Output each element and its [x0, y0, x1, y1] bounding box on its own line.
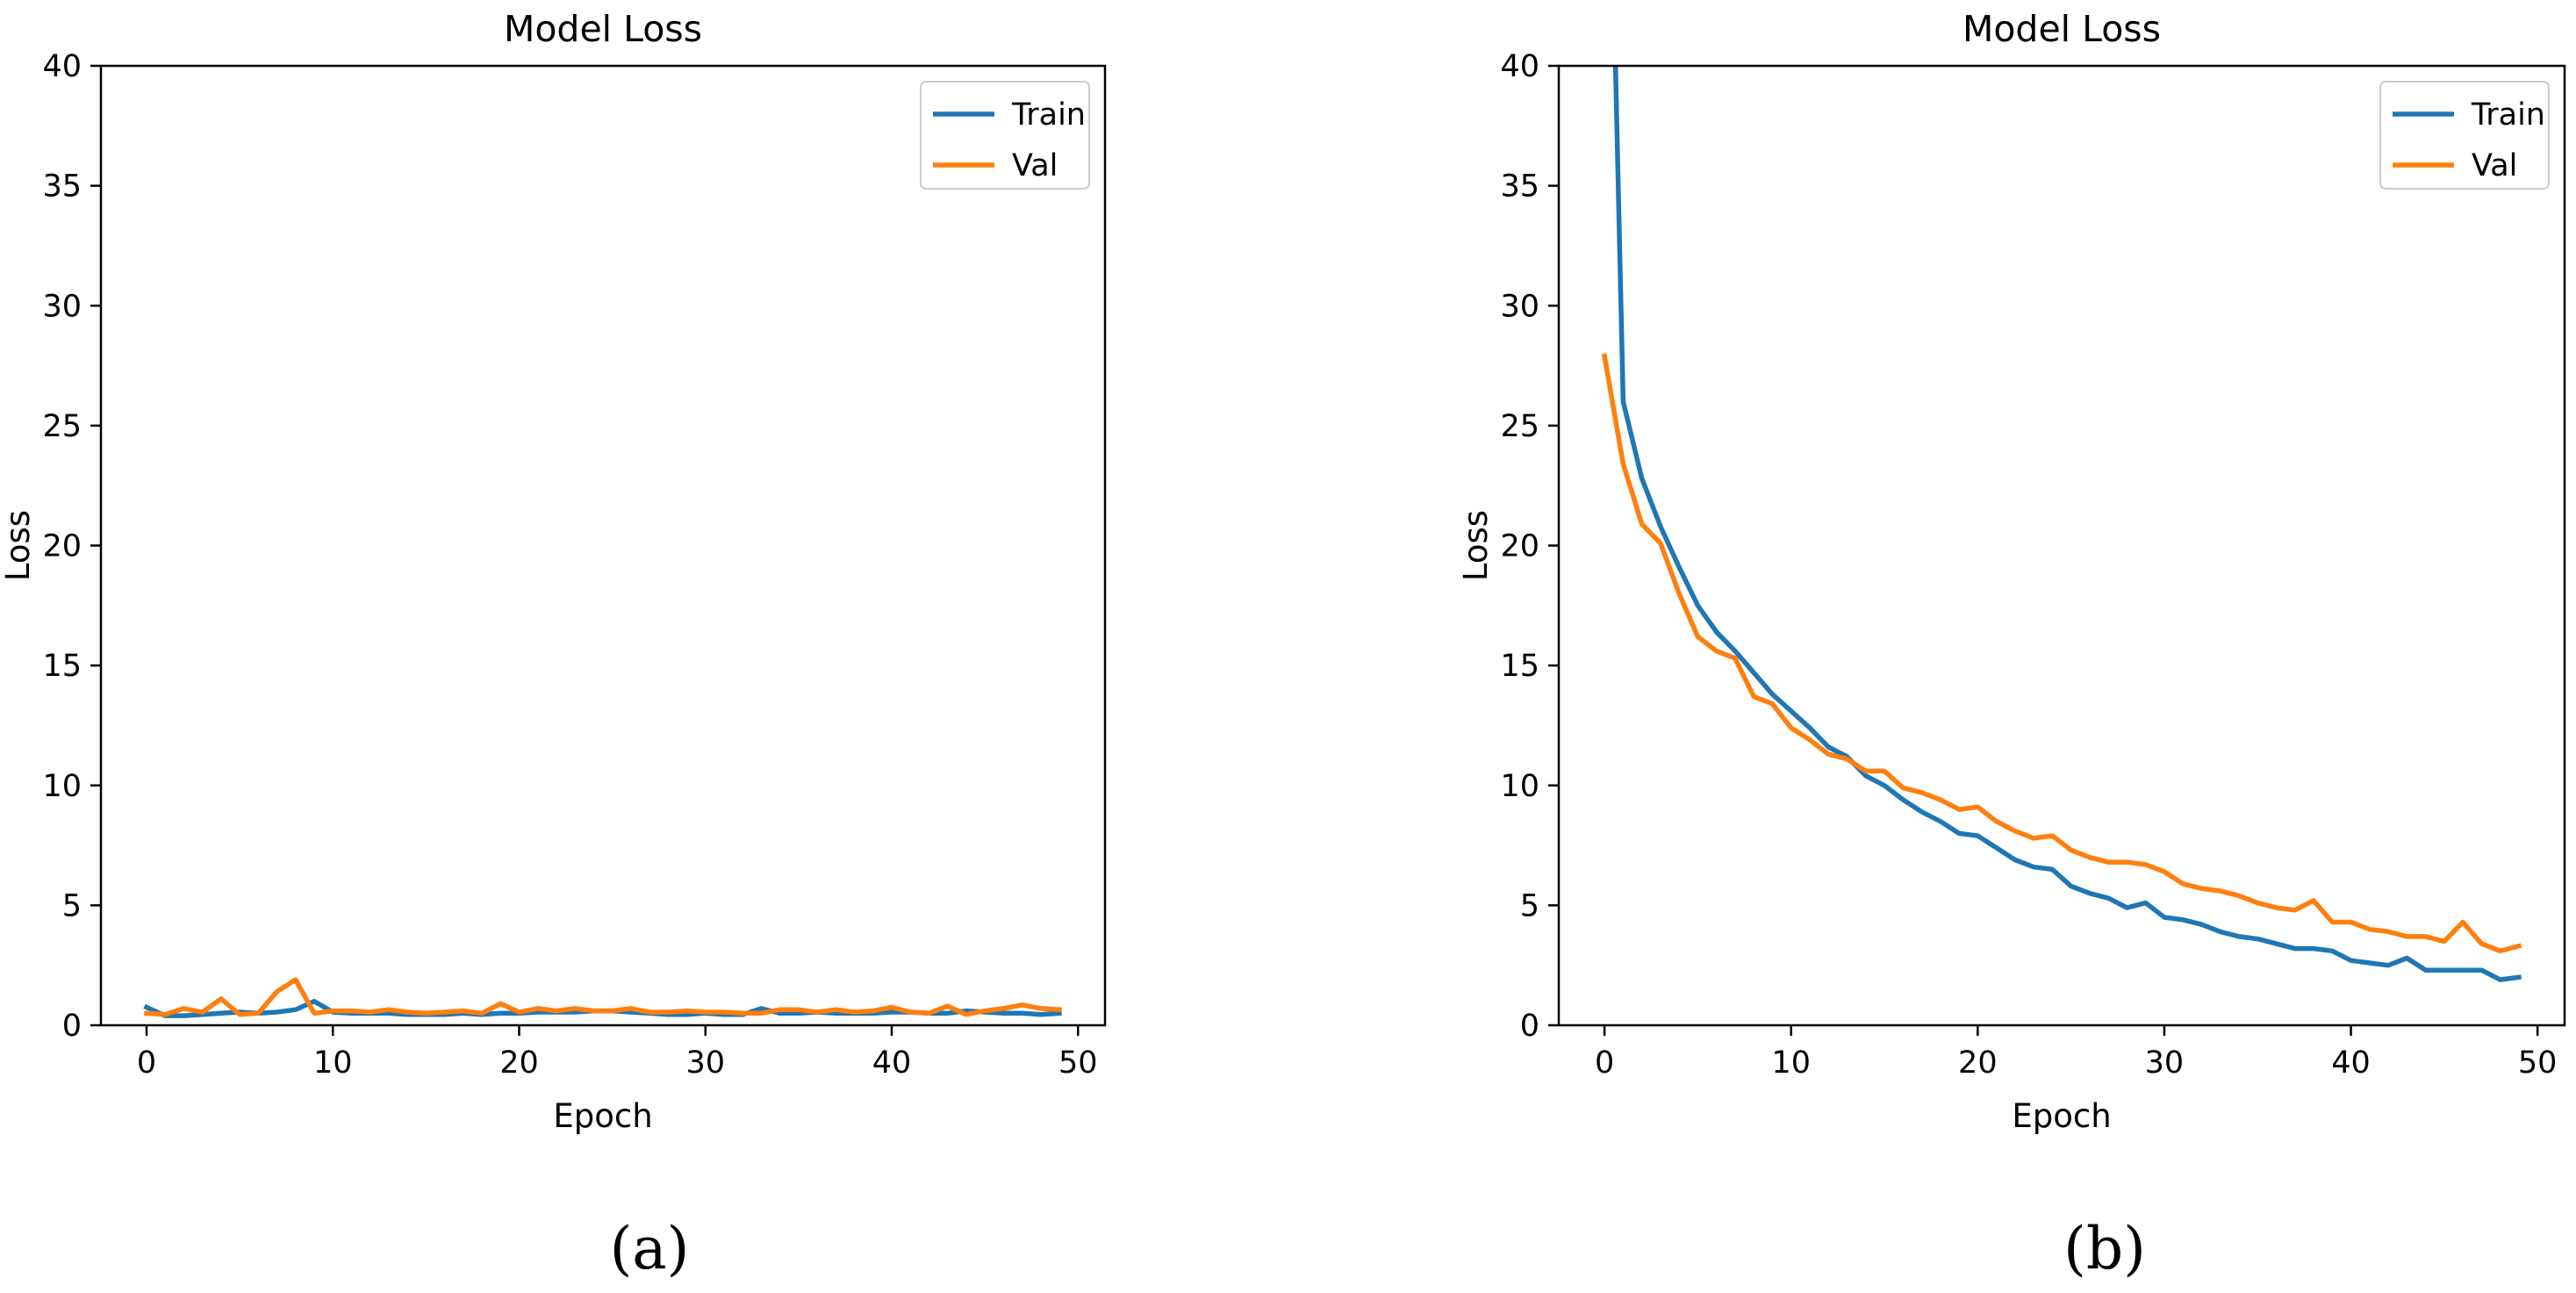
legend-box [920, 81, 1090, 190]
y-tick-label: 30 [42, 289, 82, 324]
y-tick-label: 40 [42, 49, 82, 84]
y-tick-label: 20 [1500, 529, 1539, 564]
legend-label-val: Val [2472, 148, 2517, 183]
chart-title: Model Loss [504, 8, 702, 50]
x-tick-label: 30 [2145, 1045, 2185, 1081]
panel-label-a: (a) [610, 1215, 690, 1282]
y-tick-label: 15 [1500, 649, 1539, 684]
series-line-val [1601, 353, 2522, 954]
x-tick-label: 0 [1595, 1045, 1614, 1081]
x-tick-label: 20 [1958, 1045, 1998, 1081]
y-tick-label: 15 [42, 649, 82, 684]
panel-label-b: (b) [2063, 1215, 2146, 1282]
x-tick-label: 0 [137, 1045, 156, 1081]
series-line-train [1612, 66, 2522, 982]
series-line-val [144, 977, 1062, 1017]
x-tick-label: 10 [313, 1045, 353, 1081]
y-tick-label: 25 [1500, 409, 1539, 444]
y-axis-label: Loss [0, 510, 37, 581]
y-tick-label: 5 [1520, 888, 1539, 923]
y-tick-label: 10 [1500, 769, 1539, 804]
x-axis-label: Epoch [2012, 1097, 2111, 1135]
x-tick-label: 10 [1771, 1045, 1811, 1081]
chart-panel-b: 0 10 20 30 40 50 0 5 10 15 20 25 30 35 40 Model Loss Epo… [1457, 8, 2566, 1135]
y-tick-label: 25 [42, 409, 82, 444]
y-tick-label: 40 [1500, 49, 1539, 84]
y-tick-label: 0 [62, 1009, 82, 1044]
x-tick-label: 20 [499, 1045, 539, 1081]
x-axis-label: Epoch [553, 1097, 652, 1135]
legend-box [2379, 81, 2550, 190]
chart-title: Model Loss [1962, 8, 2161, 50]
x-tick-label: 40 [872, 1045, 912, 1081]
legend-label-train: Train [1011, 97, 1086, 133]
y-axis-label: Loss [1457, 510, 1495, 581]
chart-panel-a: 0 10 20 30 40 50 0 5 10 15 20 25 30 35 40 Model Loss Epo… [0, 8, 1107, 1135]
legend-label-val: Val [1012, 148, 1058, 183]
y-tick-label: 35 [1500, 169, 1539, 205]
y-tick-label: 10 [42, 769, 82, 804]
x-tick-label: 30 [685, 1045, 725, 1081]
y-tick-label: 30 [1500, 289, 1539, 324]
y-tick-label: 20 [42, 529, 82, 564]
x-tick-label: 50 [1058, 1045, 1098, 1081]
x-tick-label: 40 [2331, 1045, 2371, 1081]
legend-label-train: Train [2471, 97, 2545, 133]
y-tick-label: 0 [1520, 1009, 1539, 1044]
y-tick-label: 5 [62, 888, 82, 923]
x-tick-label: 50 [2518, 1045, 2558, 1081]
y-tick-label: 35 [42, 169, 82, 205]
